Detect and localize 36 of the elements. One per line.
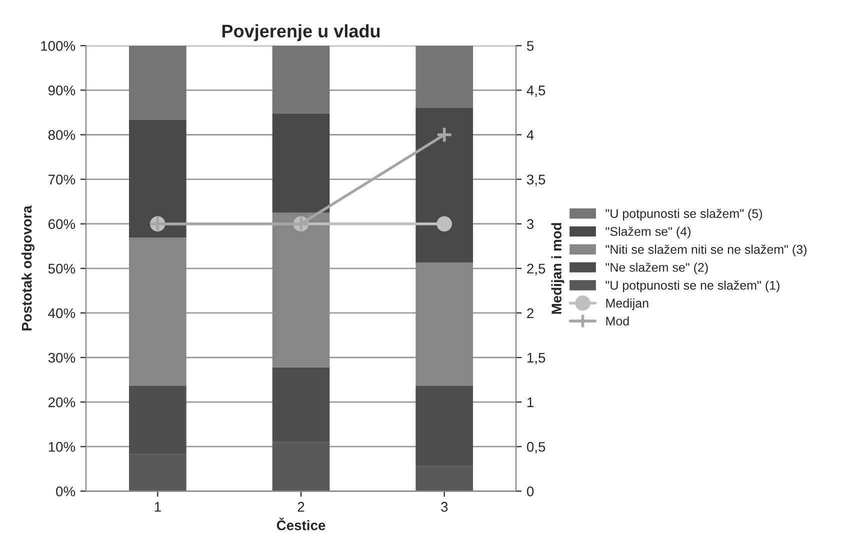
y2-tick-label: 3 (526, 219, 534, 230)
legend-label: "U potpunosti se ne slažem" (1) (606, 280, 780, 292)
y2-tick-label: 3,5 (526, 174, 546, 186)
y-tick-label: 40% (48, 308, 76, 318)
y-tick-label: 50% (48, 264, 76, 274)
legend-label: "U potpunosti se slažem" (5) (606, 208, 762, 220)
x-tick-label: 2 (298, 502, 304, 512)
y2-tick-label: 4,5 (526, 86, 546, 98)
y-tick-label: 80% (48, 130, 76, 140)
y2-tick-label: 5 (526, 41, 534, 51)
legend-label: "Slažem se" (4) (606, 226, 690, 238)
legend-label: "Ne slažem se" (2) (606, 262, 708, 274)
x-tick-label: 1 (154, 502, 161, 512)
y2-tick-label: 0 (526, 486, 534, 496)
y-tick-label: 20% (48, 397, 76, 408)
chart-title: Povjerenje u vladu (222, 24, 380, 42)
legend-label: Mod (606, 316, 629, 326)
x-axis-title: Čestice (276, 518, 326, 530)
y-tick-label: 60% (48, 219, 76, 230)
y-axis-title: Postotak odgovora (22, 205, 35, 330)
y2-tick-label: 0,5 (526, 442, 546, 454)
y2-tick-label: 1,5 (527, 352, 546, 364)
x-tick-label: 3 (441, 502, 448, 512)
legend-label: Medijan (606, 298, 648, 310)
legend-label: "Niti se slažem niti se ne slažem" (3) (606, 244, 806, 256)
y-tick-label: 10% (48, 442, 76, 452)
y-tick-label: 90% (48, 86, 76, 96)
y-tick-label: 30% (48, 352, 76, 363)
y-tick-label: 100% (41, 40, 76, 51)
y-tick-label: 70% (48, 174, 76, 184)
y2-axis-title: Medijan i mod (551, 223, 564, 314)
y-tick-label: 0% (56, 486, 76, 496)
y2-tick-label: 4 (526, 130, 534, 140)
y2-tick-label: 1 (527, 398, 534, 408)
y2-tick-label: 2 (527, 308, 534, 318)
y2-tick-label: 2,5 (527, 264, 546, 276)
